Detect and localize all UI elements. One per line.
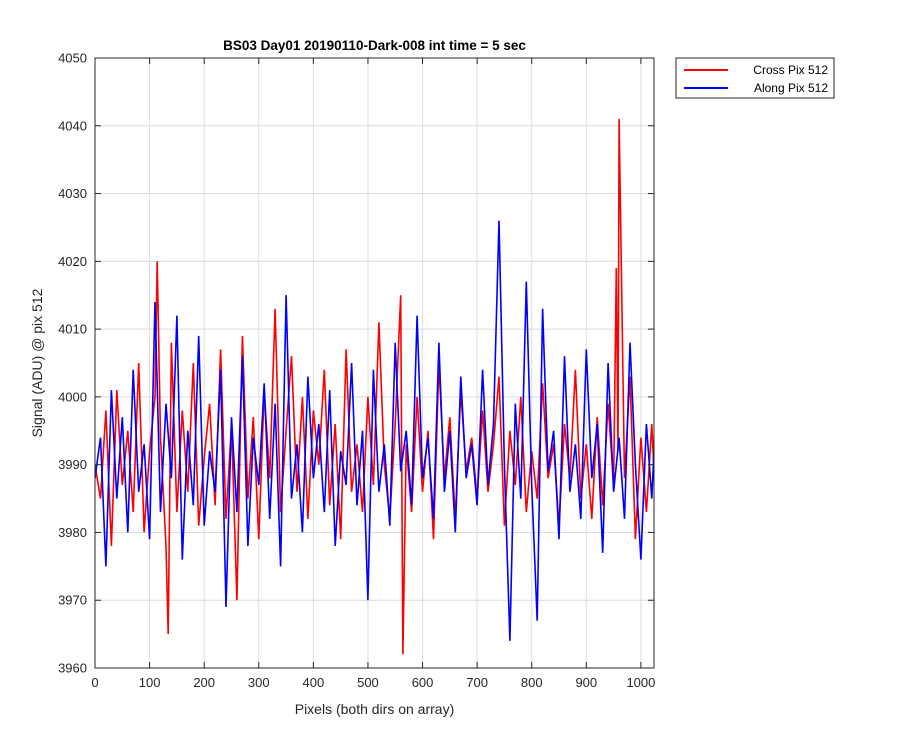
y-tick-label: 3990 bbox=[58, 457, 87, 472]
x-axis-title: Pixels (both dirs on array) bbox=[295, 701, 455, 717]
y-tick-label: 4040 bbox=[58, 118, 87, 133]
x-tick-label: 300 bbox=[248, 675, 270, 690]
x-tick-label: 400 bbox=[303, 675, 325, 690]
legend: Cross Pix 512 Along Pix 512 bbox=[675, 57, 835, 99]
y-axis-title: Signal (ADU) @ pix 512 bbox=[29, 288, 45, 437]
legend-box bbox=[675, 57, 835, 99]
y-tick-label: 4020 bbox=[58, 254, 87, 269]
x-tick-label: 100 bbox=[139, 675, 161, 690]
x-tick-label: 500 bbox=[357, 675, 379, 690]
series-line-1 bbox=[95, 220, 654, 641]
y-tick-label: 4000 bbox=[58, 389, 87, 404]
plot-frame bbox=[94, 57, 655, 669]
y-tick-label: 3970 bbox=[58, 593, 87, 608]
series-layer bbox=[95, 118, 654, 655]
y-tick-label: 3960 bbox=[58, 661, 87, 676]
x-tick-label: 600 bbox=[412, 675, 434, 690]
x-tick-label: 700 bbox=[466, 675, 488, 690]
y-tick-label: 3980 bbox=[58, 525, 87, 540]
y-tick-label: 4030 bbox=[58, 186, 87, 201]
y-tick-label: 4010 bbox=[58, 322, 87, 337]
x-tick-label: 0 bbox=[91, 675, 98, 690]
plot-area bbox=[95, 58, 654, 668]
x-tick-label: 800 bbox=[521, 675, 543, 690]
x-tick-label: 900 bbox=[575, 675, 597, 690]
axis-ticks: 0 100 200 300 400 500 600 700 800 900 1000 3960 3970… bbox=[58, 51, 655, 691]
legend-label-along-pix: Along Pix 512 bbox=[754, 81, 828, 95]
y-tick-label: 4050 bbox=[58, 51, 87, 66]
legend-label-cross-pix: Cross Pix 512 bbox=[753, 63, 828, 77]
x-tick-label: 1000 bbox=[626, 675, 655, 690]
x-tick-label: 200 bbox=[193, 675, 215, 690]
chart-title: BS03 Day01 20190110-Dark-008 int time = … bbox=[223, 38, 526, 53]
